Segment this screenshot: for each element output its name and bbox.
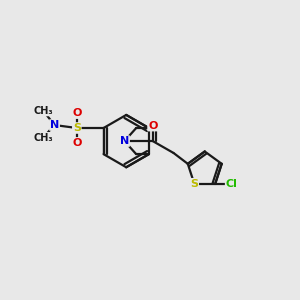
Text: O: O bbox=[72, 138, 82, 148]
Text: Cl: Cl bbox=[226, 179, 238, 189]
Text: CH₃: CH₃ bbox=[33, 133, 53, 142]
Text: O: O bbox=[148, 121, 158, 130]
Text: N: N bbox=[50, 120, 59, 130]
Text: CH₃: CH₃ bbox=[33, 106, 53, 116]
Text: O: O bbox=[72, 108, 82, 118]
Text: S: S bbox=[190, 179, 198, 189]
Text: N: N bbox=[120, 136, 129, 146]
Text: S: S bbox=[73, 123, 81, 133]
